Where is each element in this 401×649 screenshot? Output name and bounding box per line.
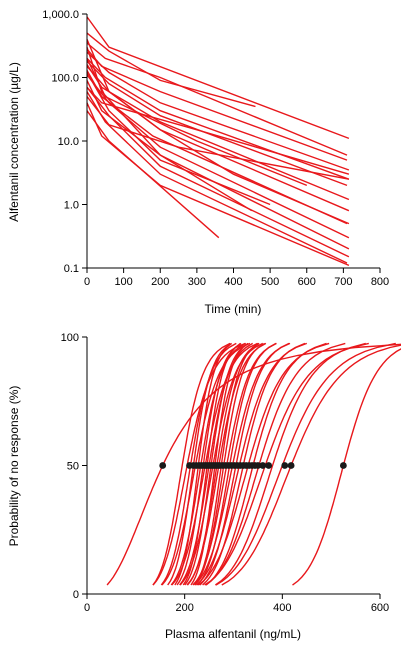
probability-curve [214,342,366,586]
y-tick-label: 50 [67,461,79,473]
ec50-data-point [159,462,167,469]
concentration-series-line [86,16,350,140]
x-tick-label: 0 [84,602,90,614]
x-tick-label: 300 [188,276,206,288]
y-tick-label: 100 [61,332,79,344]
y-tick-label: 0 [73,589,79,601]
concentration-series-line [86,96,350,180]
x-tick-label: 800 [371,276,389,288]
concentration-series-line [86,72,271,206]
ec50-data-point [339,462,347,469]
concentration-series-line [86,86,350,258]
concentration-series-line [86,110,220,239]
concentration-series-line [86,58,308,187]
x-tick-label: 0 [84,276,90,288]
ec50-data-point [259,462,267,469]
concentration-time-chart: Time (min) Alfentanil concentration (µg/… [7,9,389,316]
x-tick-label: 200 [175,602,193,614]
chart-a-x-axis-title: Time (min) [205,302,262,316]
chart-a-y-axis-title: Alfentanil concentration (µg/L) [7,62,21,222]
x-tick-label: 100 [114,276,132,288]
ec50-data-point [254,462,262,469]
y-tick-label: 1,000.0 [42,9,79,21]
y-tick-label: 100.0 [51,73,79,85]
x-tick-label: 500 [261,276,279,288]
x-tick-label: 400 [273,602,291,614]
dose-response-chart: Plasma alfentanil (ng/mL) Probability of… [7,332,401,641]
ec50-data-point [287,462,295,469]
x-tick-label: 400 [224,276,242,288]
concentration-series-line [86,42,348,156]
concentration-series-line [86,39,350,225]
concentration-series-line [86,91,348,264]
y-tick-label: 0.1 [64,263,79,275]
concentration-series-line [86,46,253,212]
concentration-series-line [86,74,350,239]
y-tick-label: 1.0 [64,200,79,212]
x-tick-label: 600 [371,602,389,614]
concentration-series-line [86,32,256,108]
concentration-series-line [86,86,350,175]
x-tick-label: 200 [151,276,169,288]
x-tick-label: 600 [298,276,316,288]
concentration-series-line [86,57,350,180]
x-tick-label: 700 [334,276,352,288]
y-tick-label: 10.0 [58,136,79,148]
ec50-data-point [265,462,273,469]
ec50-data-point [281,462,289,469]
probability-curve [152,342,231,586]
concentration-series-line [86,64,350,201]
chart-b-x-axis-title: Plasma alfentanil (ng/mL) [165,627,301,641]
concentration-series-line [86,60,348,187]
concentration-series-line [86,51,350,171]
chart-b-y-axis-title: Probability of no response (%) [7,386,21,547]
